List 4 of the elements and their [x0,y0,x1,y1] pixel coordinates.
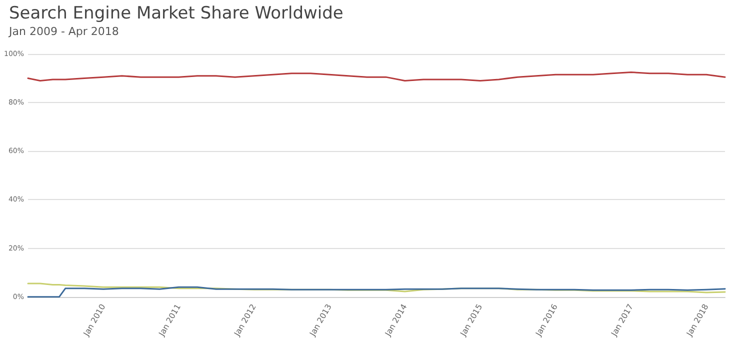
line-series [27,71,726,82]
line-series [27,286,726,298]
chart-subtitle: Jan 2009 - Apr 2018 [8,25,119,38]
chart-title: Search Engine Market Share Worldwide [9,4,344,24]
